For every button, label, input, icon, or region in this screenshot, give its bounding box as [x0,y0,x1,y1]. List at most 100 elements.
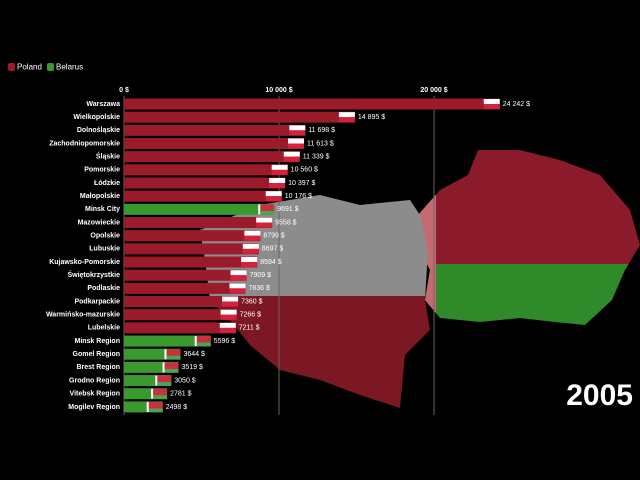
y-tick-label: Opolskie [90,233,120,240]
flag-icon [269,183,286,189]
flag-icon [164,355,181,360]
legend-label: Belarus [56,63,83,72]
y-tick-label: Podkarpackie [74,298,120,305]
flag-icon [146,401,149,412]
flag-icon [151,388,154,399]
y-tick-label: Małopolskie [80,193,120,200]
flag-icon [222,296,239,302]
y-tick-label: Lubuskie [89,246,120,253]
flag-icon [162,362,165,373]
bar [124,138,305,150]
y-tick-label: Łódzkie [94,180,120,187]
value-label: 7360 $ [241,298,263,305]
flag-icon [483,104,500,109]
flag-icon [269,178,286,184]
bar [124,282,246,294]
bar [124,309,237,321]
value-label: 9691 $ [277,206,299,213]
flag-icon [162,369,179,373]
flag-icon [242,248,259,254]
bar [124,375,172,387]
value-label: 10 397 $ [288,180,315,187]
x-tick-label: 20 000 $ [420,87,447,94]
y-tick-label: Vitebsk Region [70,391,120,398]
flag-icon [288,143,305,149]
flag-icon [258,210,275,215]
value-label: 3519 $ [182,364,204,371]
y-tick-label: Warszawa [86,101,120,108]
year-label: 2005 [566,379,633,412]
flag-icon [162,362,179,369]
flag-icon [271,169,288,175]
bar [124,111,355,123]
flag-icon [283,151,300,157]
value-label: 9558 $ [275,219,297,226]
flag-icon [230,270,247,276]
value-label: 8594 $ [260,259,282,266]
flag-icon [155,375,172,383]
value-label: 3644 $ [183,351,205,358]
bar [124,335,211,347]
y-tick-label: Podlaskie [87,285,120,292]
legend-swatch [47,63,54,71]
flag-icon [288,138,305,144]
y-tick-label: Minsk City [85,206,120,213]
flag-icon [289,125,306,131]
value-label: 2498 $ [166,404,188,411]
flag-icon [194,336,211,343]
bar [124,256,258,268]
flag-icon [229,288,246,294]
y-tick-label: Pomorskie [84,167,120,174]
y-tick-label: Grodno Region [69,377,120,384]
flag-icon [194,336,197,347]
legend-swatch [8,63,15,71]
flag-icon [164,349,167,360]
legend: Poland Belarus [8,63,83,72]
flag-icon [338,112,355,118]
flag-icon [242,243,259,249]
value-label: 11 698 $ [308,127,335,134]
value-label: 7266 $ [240,312,262,319]
bar [124,98,500,110]
value-label: 7836 $ [248,285,270,292]
flag-icon [241,257,258,263]
flag-icon [483,99,500,104]
bar [124,164,288,176]
bar [124,322,236,334]
y-tick-label: Brest Region [76,364,120,371]
bar [124,348,181,360]
value-label: 24 242 $ [503,101,530,108]
bar [124,361,179,373]
y-tick-label: Świętokrzystkie [67,270,120,279]
y-tick-label: Zachodniopomorskie [49,140,120,147]
flag-icon [220,314,237,320]
bar [124,230,261,242]
y-tick-label: Minsk Region [74,338,120,345]
flag-icon [219,322,236,328]
value-label: 5596 $ [214,338,236,345]
flag-icon [164,349,181,356]
y-tick-label: Wielkopolskie [73,114,120,121]
bar [124,217,273,229]
flag-icon [258,204,261,215]
value-label: 7211 $ [239,325,260,332]
bar [124,203,275,215]
flag-icon [256,222,273,228]
value-label: 8799 $ [263,233,285,240]
flag-icon [146,408,163,412]
flag-icon [283,156,300,162]
flag-icon [338,117,355,123]
bar [124,243,259,255]
value-label: 11 613 $ [307,140,334,147]
flag-icon [146,401,163,409]
flag-icon [194,342,211,347]
flag-icon [241,262,258,268]
y-tick-label: Gomel Region [73,351,120,358]
bar [124,190,282,202]
flag-icon [258,204,275,211]
value-label: 2781 $ [170,391,192,398]
y-tick-label: Kujawsko-Pomorskie [49,259,120,266]
y-tick-label: Mazowieckie [78,219,121,226]
bar [124,401,163,413]
